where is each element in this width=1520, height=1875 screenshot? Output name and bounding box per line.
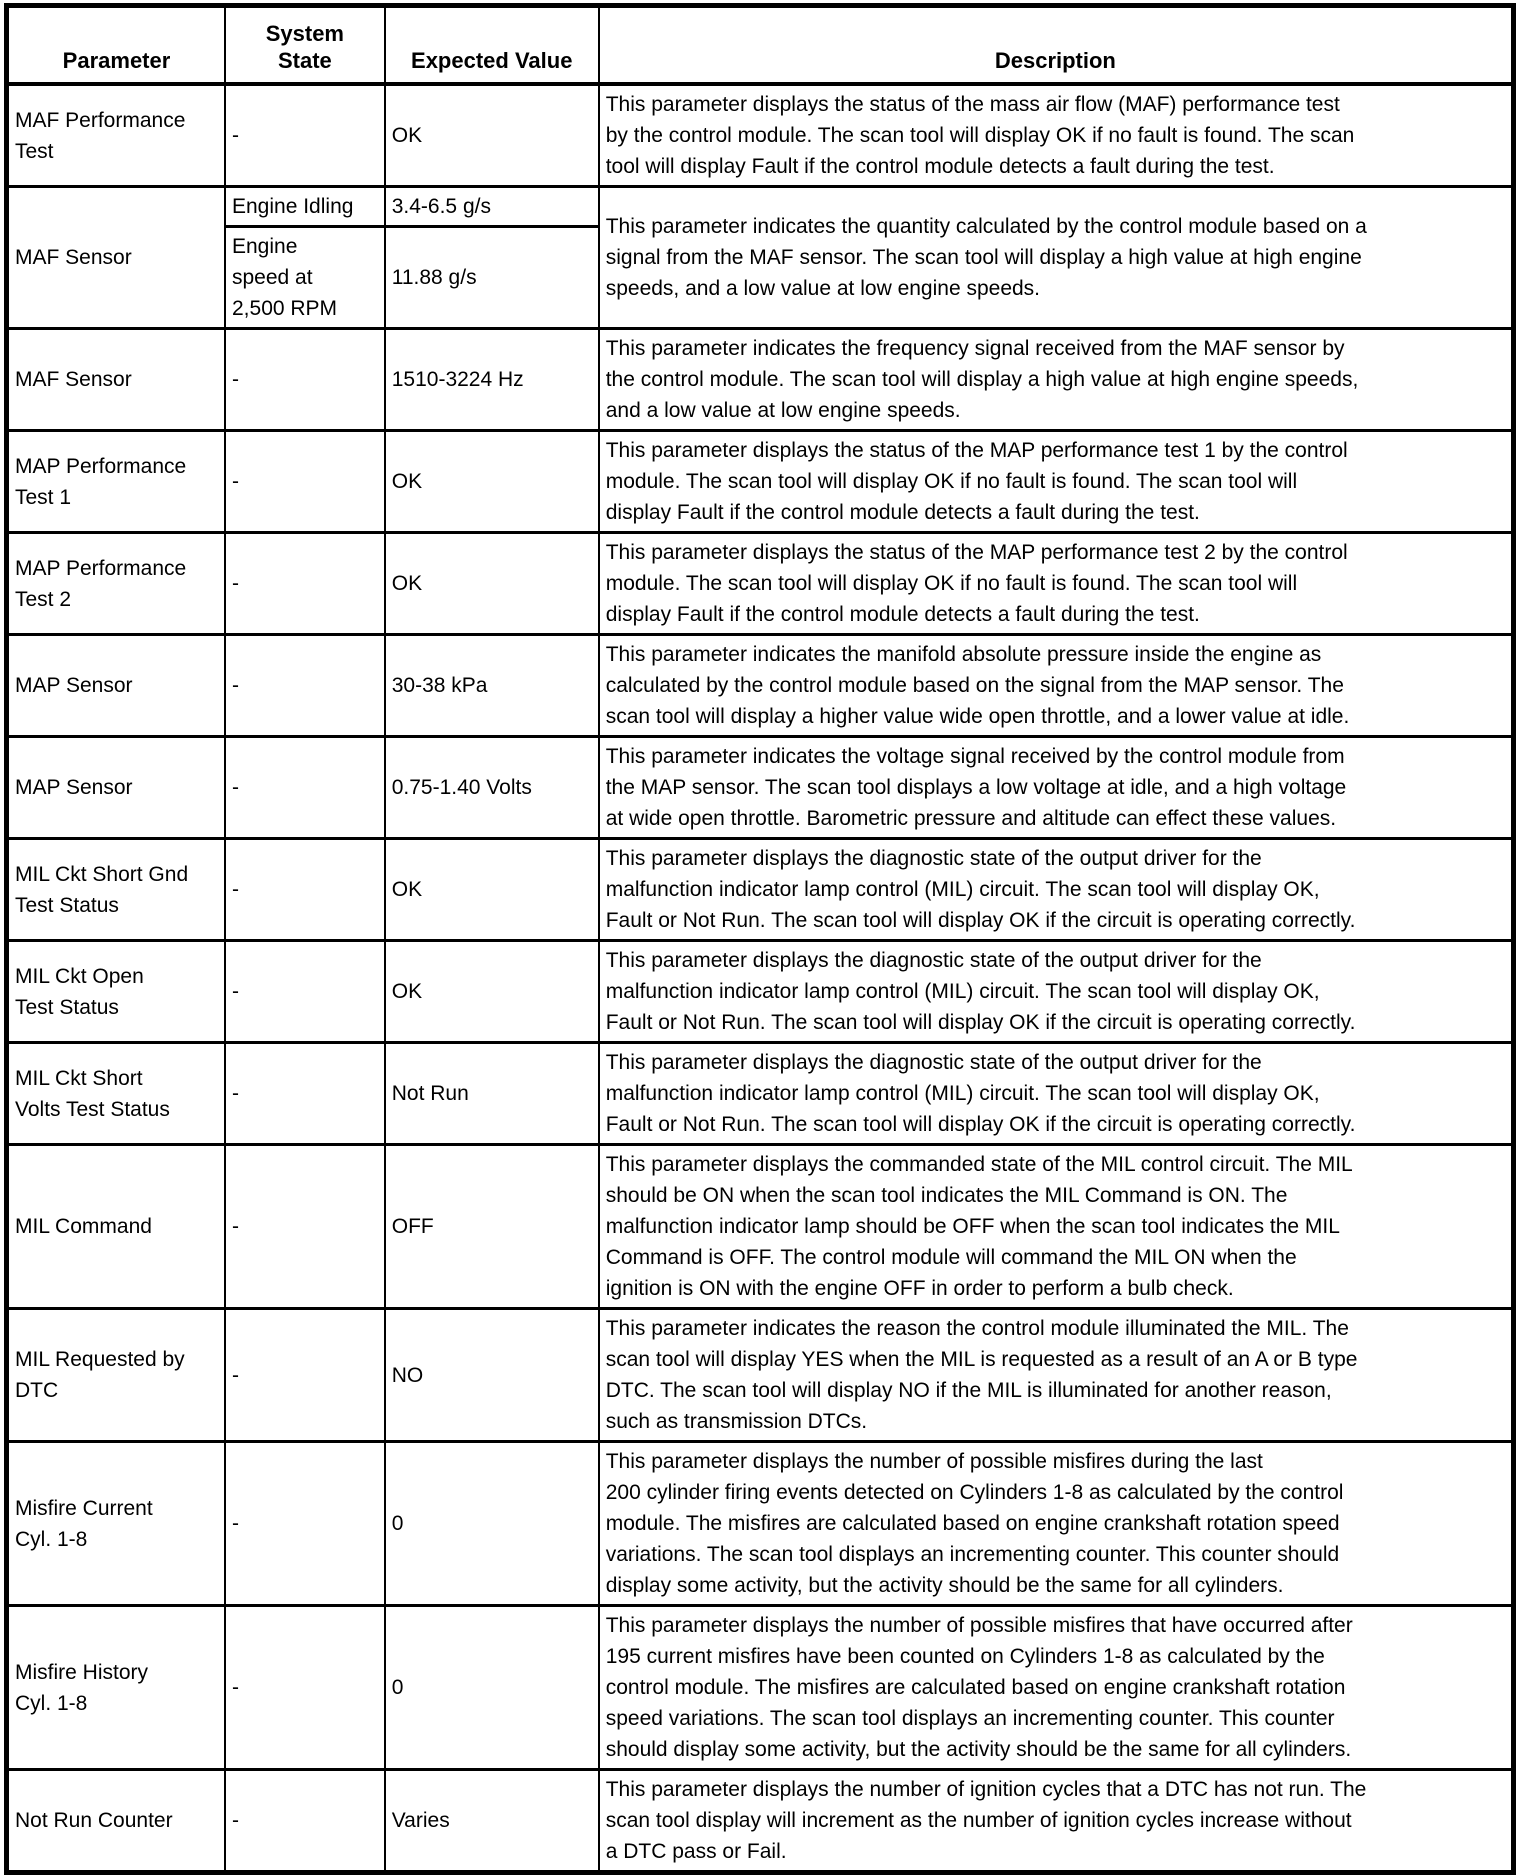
table-row: MAP Performance Test 2 - OK This paramet… xyxy=(5,531,1515,636)
parameter-cell: MAP Performance Test 2 xyxy=(5,531,226,636)
table-row: MAF Sensor Engine Idling 3.4-6.5 g/s Thi… xyxy=(5,185,1515,330)
system-state-cell: - xyxy=(224,939,386,1044)
description-cell: This parameter indicates the quantity ca… xyxy=(597,185,1515,330)
description-cell: This parameter displays the diagnostic s… xyxy=(597,1041,1515,1146)
table-row: MAP Sensor - 0.75-1.40 Volts This parame… xyxy=(5,735,1515,840)
system-state-cell: - xyxy=(224,429,386,534)
system-state-cell: - xyxy=(224,1768,386,1874)
description-cell: This parameter displays the number of ig… xyxy=(597,1768,1515,1874)
parameter-cell: MAF Performance Test xyxy=(5,82,226,188)
expected-value-cell: OFF xyxy=(383,1143,600,1310)
parameter-cell: Misfire Current Cyl. 1-8 xyxy=(5,1440,226,1607)
table-row: MAF Sensor - 1510-3224 Hz This parameter… xyxy=(5,327,1515,432)
parameter-cell: MAP Sensor xyxy=(5,633,226,738)
expected-value-cell: 0.75-1.40 Volts xyxy=(383,735,600,840)
table-row: MIL Command - OFF This parameter display… xyxy=(5,1143,1515,1310)
table-sub-row: Engine speed at 2,500 RPM 11.88 g/s xyxy=(7,225,1514,330)
scanned-manual-page: Parameter System State Expected Value De… xyxy=(0,3,1520,1875)
parameter-table: Parameter System State Expected Value De… xyxy=(4,3,1516,1875)
parameter-cell: MIL Ckt Open Test Status xyxy=(5,939,226,1044)
parameter-cell: MAP Performance Test 1 xyxy=(5,429,226,534)
table-row: MIL Requested by DTC - NO This parameter… xyxy=(5,1307,1515,1443)
parameter-cell: Misfire History Cyl. 1-8 xyxy=(5,1604,226,1771)
table-row: MAF Performance Test - OK This parameter… xyxy=(5,82,1515,188)
expected-value-cell: 3.4-6.5 g/s xyxy=(383,185,600,228)
expected-value-cell: OK xyxy=(383,531,600,636)
expected-value-cell: 11.88 g/s xyxy=(383,225,600,330)
table-row: MAP Sensor - 30-38 kPa This parameter in… xyxy=(5,633,1515,738)
table-row: Misfire History Cyl. 1-8 - 0 This parame… xyxy=(5,1604,1515,1771)
expected-value-cell: Not Run xyxy=(383,1041,600,1146)
description-cell: This parameter indicates the voltage sig… xyxy=(597,735,1515,840)
table-row: MAP Performance Test 1 - OK This paramet… xyxy=(5,429,1515,534)
expected-value-cell: 1510-3224 Hz xyxy=(383,327,600,432)
system-state-cell: Engine Idling xyxy=(224,185,386,228)
expected-value-cell: OK xyxy=(383,82,600,188)
system-state-cell: - xyxy=(224,1307,386,1443)
parameter-cell: MIL Command xyxy=(5,1143,226,1310)
description-cell: This parameter displays the diagnostic s… xyxy=(597,837,1515,942)
expected-value-cell: OK xyxy=(383,939,600,1044)
column-header-parameter: Parameter xyxy=(5,4,226,86)
description-cell: This parameter indicates the reason the … xyxy=(597,1307,1515,1443)
parameter-cell: MIL Requested by DTC xyxy=(5,1307,226,1443)
column-header-expected-value: Expected Value xyxy=(383,4,600,86)
table-row: Misfire Current Cyl. 1-8 - 0 This parame… xyxy=(5,1440,1515,1607)
system-state-cell: - xyxy=(224,633,386,738)
system-state-cell: - xyxy=(224,735,386,840)
description-cell: This parameter displays the number of po… xyxy=(597,1440,1515,1607)
system-state-cell: - xyxy=(224,531,386,636)
description-cell: This parameter displays the status of th… xyxy=(597,429,1515,534)
expected-value-cell: OK xyxy=(383,429,600,534)
system-state-cell: - xyxy=(224,327,386,432)
description-cell: This parameter indicates the frequency s… xyxy=(597,327,1515,432)
expected-value-cell: NO xyxy=(383,1307,600,1443)
expected-value-cell: OK xyxy=(383,837,600,942)
system-state-cell: - xyxy=(224,1143,386,1310)
system-state-cell: - xyxy=(224,1041,386,1146)
column-header-description: Description xyxy=(597,4,1515,86)
system-state-cell: - xyxy=(224,837,386,942)
parameter-cell: MIL Ckt Short Gnd Test Status xyxy=(5,837,226,942)
parameter-cell: MAF Sensor xyxy=(5,185,226,330)
expected-value-cell: 0 xyxy=(383,1604,600,1771)
description-cell: This parameter displays the commanded st… xyxy=(597,1143,1515,1310)
column-header-system-state: System State xyxy=(224,4,386,86)
header-row: Parameter System State Expected Value De… xyxy=(5,4,1515,86)
table-row: MIL Ckt Open Test Status - OK This param… xyxy=(5,939,1515,1044)
parameter-cell: Not Run Counter xyxy=(5,1768,226,1874)
expected-value-cell: 30-38 kPa xyxy=(383,633,600,738)
parameter-cell: MAP Sensor xyxy=(5,735,226,840)
description-cell: This parameter displays the number of po… xyxy=(597,1604,1515,1771)
expected-value-cell: Varies xyxy=(383,1768,600,1874)
system-state-cell: Engine speed at 2,500 RPM xyxy=(224,225,386,330)
parameter-cell: MAF Sensor xyxy=(5,327,226,432)
description-cell: This parameter displays the diagnostic s… xyxy=(597,939,1515,1044)
description-cell: This parameter indicates the manifold ab… xyxy=(597,633,1515,738)
system-state-cell: - xyxy=(224,1440,386,1607)
description-cell: This parameter displays the status of th… xyxy=(597,531,1515,636)
table-row: MIL Ckt Short Gnd Test Status - OK This … xyxy=(5,837,1515,942)
table-row: Not Run Counter - Varies This parameter … xyxy=(5,1768,1515,1874)
system-state-cell: - xyxy=(224,82,386,188)
system-state-cell: - xyxy=(224,1604,386,1771)
table-row: MIL Ckt Short Volts Test Status - Not Ru… xyxy=(5,1041,1515,1146)
expected-value-cell: 0 xyxy=(383,1440,600,1607)
description-cell: This parameter displays the status of th… xyxy=(597,82,1515,188)
parameter-cell: MIL Ckt Short Volts Test Status xyxy=(5,1041,226,1146)
